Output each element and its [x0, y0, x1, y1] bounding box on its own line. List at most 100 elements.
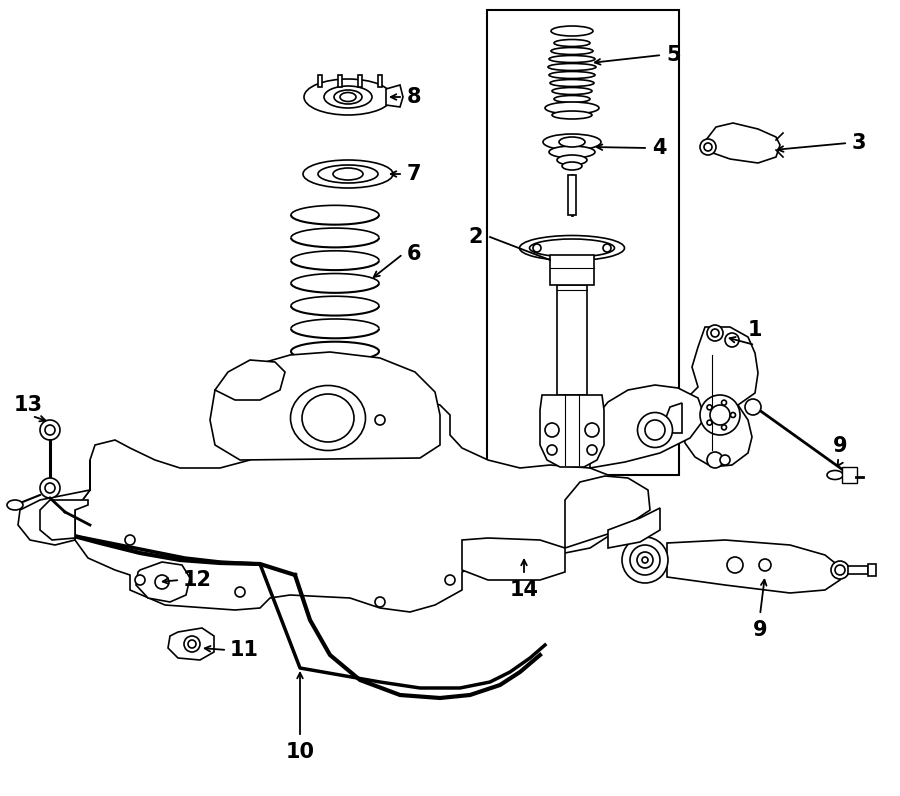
Polygon shape	[386, 85, 403, 107]
Ellipse shape	[529, 239, 615, 257]
Circle shape	[700, 395, 740, 435]
Polygon shape	[682, 327, 758, 467]
Bar	[550, 255, 594, 285]
Ellipse shape	[340, 92, 356, 102]
Circle shape	[722, 425, 726, 430]
Text: 3: 3	[852, 133, 867, 153]
Circle shape	[375, 597, 385, 607]
Circle shape	[603, 244, 611, 252]
Circle shape	[125, 535, 135, 545]
Circle shape	[188, 640, 196, 648]
Ellipse shape	[559, 137, 585, 147]
Bar	[318, 75, 322, 87]
Text: 13: 13	[14, 395, 42, 415]
Polygon shape	[565, 476, 650, 548]
Ellipse shape	[333, 168, 363, 180]
Ellipse shape	[302, 394, 354, 442]
Ellipse shape	[549, 56, 595, 63]
Ellipse shape	[549, 146, 595, 158]
Ellipse shape	[552, 111, 592, 119]
Polygon shape	[462, 538, 565, 580]
Polygon shape	[75, 400, 630, 612]
Ellipse shape	[543, 134, 601, 150]
Ellipse shape	[318, 165, 378, 183]
Bar	[557, 285, 587, 395]
Ellipse shape	[551, 26, 593, 36]
Circle shape	[759, 559, 771, 571]
Bar	[378, 75, 382, 87]
Ellipse shape	[552, 88, 592, 95]
Ellipse shape	[642, 557, 648, 563]
Ellipse shape	[554, 40, 590, 46]
Circle shape	[40, 478, 60, 498]
Polygon shape	[706, 123, 780, 163]
Circle shape	[45, 483, 55, 493]
Text: 4: 4	[652, 138, 667, 158]
Ellipse shape	[550, 80, 594, 87]
Circle shape	[707, 452, 723, 468]
Ellipse shape	[549, 72, 595, 79]
Bar	[868, 564, 876, 576]
Ellipse shape	[545, 102, 599, 114]
Circle shape	[533, 244, 541, 252]
Ellipse shape	[551, 48, 593, 54]
Ellipse shape	[291, 385, 365, 451]
Circle shape	[707, 420, 712, 425]
Circle shape	[710, 405, 730, 425]
Circle shape	[707, 405, 712, 410]
Text: 7: 7	[407, 164, 421, 184]
Ellipse shape	[519, 236, 625, 260]
Circle shape	[731, 412, 735, 417]
Circle shape	[722, 400, 726, 405]
Polygon shape	[590, 385, 705, 468]
Circle shape	[184, 636, 200, 652]
Bar	[358, 75, 362, 87]
Circle shape	[725, 333, 739, 347]
Polygon shape	[667, 540, 840, 593]
Polygon shape	[40, 500, 88, 540]
Ellipse shape	[630, 545, 660, 575]
Ellipse shape	[7, 500, 23, 510]
Circle shape	[727, 557, 743, 573]
Circle shape	[704, 143, 712, 151]
Ellipse shape	[637, 552, 653, 568]
Ellipse shape	[831, 561, 849, 579]
Text: 9: 9	[832, 436, 847, 456]
Circle shape	[587, 445, 597, 455]
Polygon shape	[540, 395, 604, 467]
Text: 6: 6	[407, 244, 421, 264]
Circle shape	[135, 575, 145, 585]
Text: 2: 2	[469, 227, 483, 247]
Ellipse shape	[303, 160, 393, 188]
Circle shape	[700, 139, 716, 155]
Ellipse shape	[324, 86, 372, 108]
Circle shape	[445, 575, 455, 585]
Ellipse shape	[562, 162, 582, 170]
Text: 14: 14	[509, 580, 538, 600]
Text: 8: 8	[407, 87, 421, 107]
Ellipse shape	[622, 537, 668, 583]
Bar	[842, 467, 857, 483]
Circle shape	[375, 415, 385, 425]
Bar	[338, 75, 342, 87]
Circle shape	[155, 575, 169, 589]
Ellipse shape	[554, 96, 590, 103]
Text: 5: 5	[666, 45, 680, 65]
Ellipse shape	[637, 412, 672, 447]
Text: 12: 12	[183, 570, 212, 590]
Text: 10: 10	[285, 742, 314, 762]
Ellipse shape	[645, 420, 665, 440]
Ellipse shape	[334, 90, 362, 104]
Ellipse shape	[557, 155, 587, 165]
Polygon shape	[608, 508, 660, 548]
Circle shape	[547, 445, 557, 455]
Text: 1: 1	[748, 320, 762, 340]
Ellipse shape	[827, 470, 843, 479]
Polygon shape	[215, 360, 285, 400]
Circle shape	[545, 423, 559, 437]
Circle shape	[585, 423, 599, 437]
Bar	[568, 175, 576, 215]
Circle shape	[720, 455, 730, 465]
Polygon shape	[665, 403, 682, 433]
Circle shape	[711, 329, 719, 337]
